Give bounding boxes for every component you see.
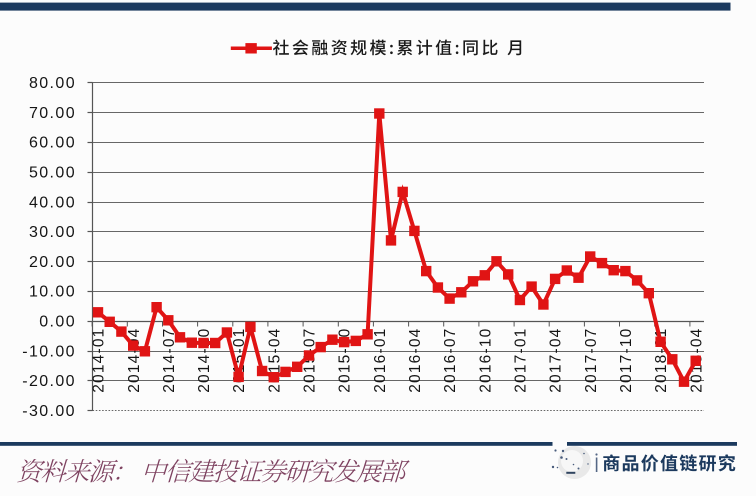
svg-text:2016-01: 2016-01 (372, 328, 389, 393)
svg-text:2017-01: 2017-01 (513, 328, 530, 393)
svg-text:80.00: 80.00 (29, 75, 76, 92)
svg-text:0.00: 0.00 (39, 314, 76, 331)
svg-text:10.00: 10.00 (29, 284, 76, 301)
svg-text:2016-04: 2016-04 (407, 328, 424, 393)
svg-text:50.00: 50.00 (29, 165, 76, 182)
svg-text:2017-04: 2017-04 (548, 328, 565, 393)
svg-text:40.00: 40.00 (29, 194, 76, 211)
svg-text:-20.00: -20.00 (22, 373, 76, 390)
svg-text:2017-07: 2017-07 (583, 328, 600, 393)
svg-text:2016-10: 2016-10 (477, 328, 494, 393)
svg-text:20.00: 20.00 (29, 254, 76, 271)
svg-text:-10.00: -10.00 (22, 343, 76, 360)
svg-text:70.00: 70.00 (29, 105, 76, 122)
svg-text:2014-10: 2014-10 (196, 328, 213, 393)
svg-text:2017-10: 2017-10 (618, 328, 635, 393)
svg-text:2015-04: 2015-04 (266, 328, 283, 393)
svg-text:2016-07: 2016-07 (442, 328, 459, 393)
svg-text:60.00: 60.00 (29, 135, 76, 152)
svg-text:30.00: 30.00 (29, 224, 76, 241)
svg-text:2014-01: 2014-01 (91, 328, 108, 393)
svg-text:-30.00: -30.00 (22, 403, 76, 420)
svg-text:2014-07: 2014-07 (161, 328, 178, 393)
